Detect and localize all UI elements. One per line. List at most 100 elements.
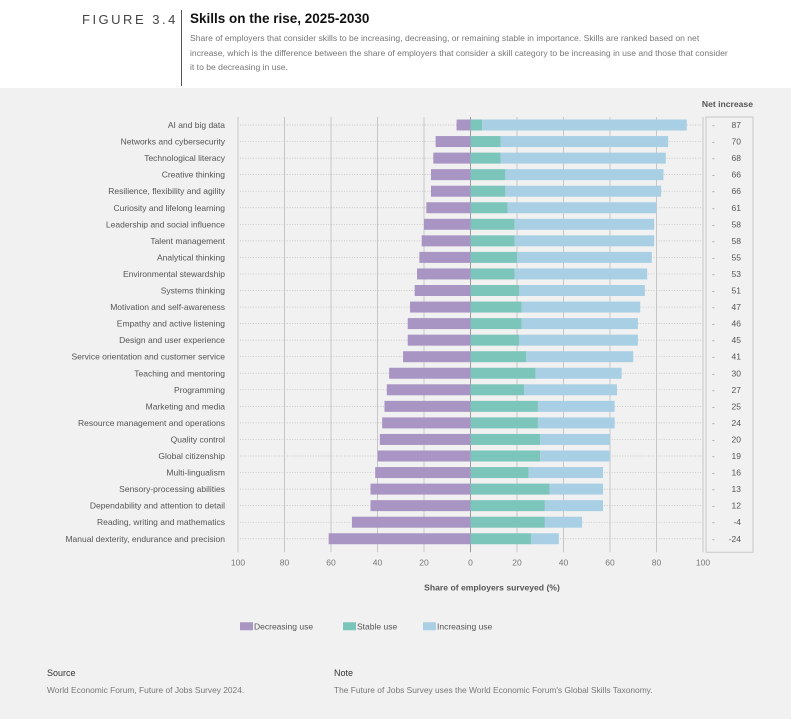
net-dash: - bbox=[712, 434, 715, 444]
bar-increasing bbox=[514, 268, 648, 280]
figure-title: Skills on the rise, 2025-2030 bbox=[190, 11, 370, 26]
x-tick-label: 0 bbox=[468, 557, 473, 567]
bar-stable bbox=[470, 400, 538, 412]
category-label: Motivation and self-awareness bbox=[110, 302, 225, 312]
bar-increasing bbox=[519, 334, 638, 346]
net-increase-value: 27 bbox=[732, 385, 742, 395]
bar-stable bbox=[470, 500, 545, 512]
net-increase-value: 66 bbox=[732, 186, 742, 196]
bar-increasing bbox=[530, 533, 559, 545]
category-label: AI and big data bbox=[168, 120, 225, 130]
category-label: Resilience, flexibility and agility bbox=[108, 186, 225, 196]
bar-stable bbox=[470, 450, 541, 462]
source-heading: Source bbox=[47, 668, 76, 678]
bar-stable bbox=[470, 351, 527, 363]
bar-increasing bbox=[507, 202, 657, 214]
bar-decreasing bbox=[421, 235, 471, 247]
bar-stable bbox=[470, 251, 517, 263]
net-increase-value: 19 bbox=[732, 451, 742, 461]
category-label: Creative thinking bbox=[162, 170, 226, 180]
bar-increasing bbox=[500, 152, 666, 164]
bar-increasing bbox=[544, 516, 583, 528]
net-increase-value: 68 bbox=[732, 153, 742, 163]
bar-stable bbox=[470, 433, 541, 445]
category-label: Talent management bbox=[150, 236, 225, 246]
net-increase-value: 46 bbox=[732, 319, 742, 329]
net-dash: - bbox=[712, 286, 715, 296]
net-increase-value: 58 bbox=[732, 236, 742, 246]
legend-stable-swatch bbox=[343, 622, 356, 631]
net-dash: - bbox=[712, 153, 715, 163]
category-label: Networks and cybersecurity bbox=[121, 137, 226, 147]
x-tick-label: 100 bbox=[696, 557, 710, 567]
net-dash: - bbox=[712, 236, 715, 246]
x-tick-label: 40 bbox=[373, 557, 383, 567]
bar-decreasing bbox=[386, 384, 471, 396]
net-increase-value: 41 bbox=[732, 352, 742, 362]
net-increase-value: -4 bbox=[733, 517, 741, 527]
category-label: Quality control bbox=[171, 434, 225, 444]
bar-increasing bbox=[526, 351, 634, 363]
x-tick-label: 60 bbox=[326, 557, 336, 567]
net-increase-value: 58 bbox=[732, 219, 742, 229]
bar-decreasing bbox=[433, 152, 471, 164]
bar-increasing bbox=[521, 318, 638, 330]
bar-decreasing bbox=[426, 202, 471, 214]
bar-stable bbox=[470, 301, 522, 313]
x-tick-label: 20 bbox=[419, 557, 429, 567]
figure-subtitle: Share of employers that consider skills … bbox=[190, 33, 728, 73]
x-tick-label: 20 bbox=[512, 557, 522, 567]
category-label: Systems thinking bbox=[161, 286, 226, 296]
bar-stable bbox=[470, 152, 501, 164]
bar-stable bbox=[470, 467, 529, 479]
bar-decreasing bbox=[430, 185, 471, 197]
category-label: Resource management and operations bbox=[78, 418, 225, 428]
x-tick-label: 80 bbox=[280, 557, 290, 567]
bar-increasing bbox=[523, 384, 617, 396]
bar-stable bbox=[470, 169, 506, 181]
bar-stable bbox=[470, 136, 501, 148]
net-dash: - bbox=[712, 451, 715, 461]
bar-decreasing bbox=[407, 318, 471, 330]
category-label: Marketing and media bbox=[146, 401, 226, 411]
bar-decreasing bbox=[456, 119, 471, 131]
net-increase-value: 20 bbox=[732, 434, 742, 444]
net-dash: - bbox=[712, 484, 715, 494]
net-increase-value: 25 bbox=[732, 401, 742, 411]
net-increase-value: 66 bbox=[732, 170, 742, 180]
bar-decreasing bbox=[430, 169, 471, 181]
net-dash: - bbox=[712, 120, 715, 130]
bar-stable bbox=[470, 367, 536, 379]
figure-header: FIGURE 3.4 Skills on the rise, 2025-2030… bbox=[0, 0, 791, 88]
net-dash: - bbox=[712, 137, 715, 147]
x-axis-title: Share of employers surveyed (%) bbox=[424, 582, 560, 592]
bar-stable bbox=[470, 483, 550, 495]
bar-increasing bbox=[544, 500, 604, 512]
bar-decreasing bbox=[351, 516, 471, 528]
category-label: Empathy and active listening bbox=[117, 319, 225, 329]
net-increase-value: 16 bbox=[732, 468, 742, 478]
bar-increasing bbox=[514, 218, 655, 230]
net-increase-value: 70 bbox=[732, 137, 742, 147]
bar-increasing bbox=[505, 169, 664, 181]
category-label: Design and user experience bbox=[119, 335, 225, 345]
note-text: The Future of Jobs Survey uses the World… bbox=[334, 685, 653, 695]
net-dash: - bbox=[712, 186, 715, 196]
bar-increasing bbox=[540, 433, 610, 445]
category-label: Teaching and mentoring bbox=[134, 368, 225, 378]
net-dash: - bbox=[712, 252, 715, 262]
bar-decreasing bbox=[384, 400, 471, 412]
bar-increasing bbox=[535, 367, 622, 379]
net-increase-header: Net increase bbox=[702, 99, 753, 109]
legend-decreasing-label: Decreasing use bbox=[254, 621, 313, 631]
net-dash: - bbox=[712, 203, 715, 213]
header-divider bbox=[181, 10, 182, 86]
net-increase-value: 13 bbox=[732, 484, 742, 494]
net-dash: - bbox=[712, 368, 715, 378]
bar-increasing bbox=[521, 301, 641, 313]
net-dash: - bbox=[712, 170, 715, 180]
net-dash: - bbox=[712, 269, 715, 279]
category-label: Environmental stewardship bbox=[123, 269, 225, 279]
category-label: Service orientation and customer service bbox=[71, 352, 225, 362]
bar-increasing bbox=[537, 417, 615, 429]
